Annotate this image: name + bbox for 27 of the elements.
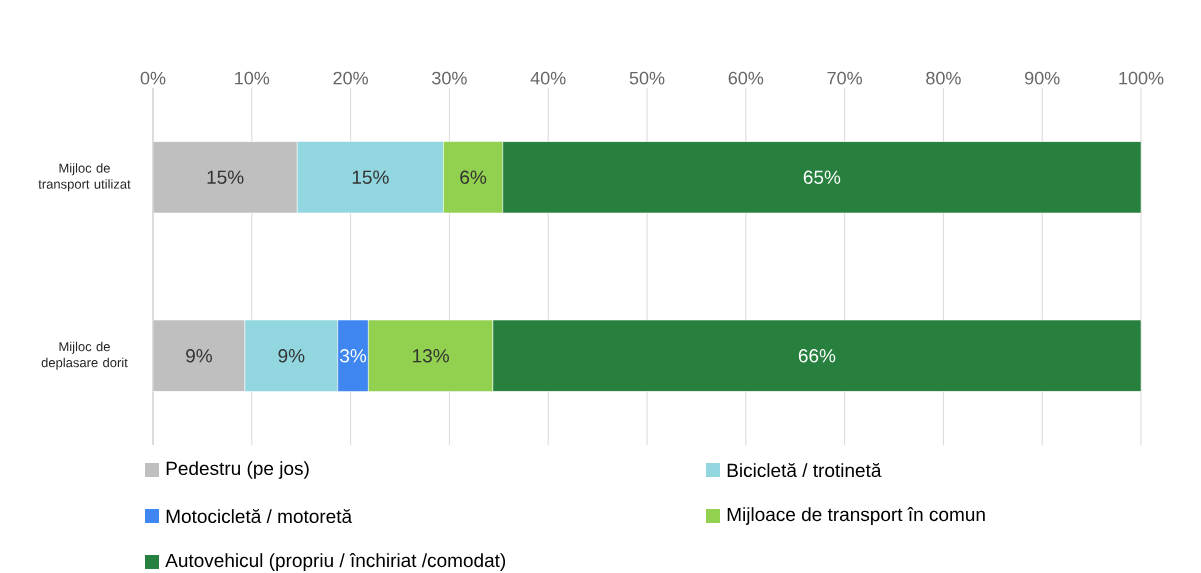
y-tick-label: Mijloc de transport utilizat — [38, 163, 131, 192]
data-label: 9% — [186, 349, 212, 363]
data-label: 13% — [413, 349, 449, 363]
x-tick-label: 30% — [432, 71, 467, 85]
x-tick-label: 40% — [530, 71, 566, 85]
legend-label: Mijloace de transport în comun — [727, 507, 985, 525]
legend-label: Autovehicul (propriu / închiriat /comodat) — [165, 553, 506, 571]
data-label: 3% — [340, 349, 367, 363]
legend-label: Bicicletă / trotinetă — [727, 462, 882, 478]
x-tick-label: 100% — [1119, 71, 1164, 85]
x-tick-label: 60% — [728, 71, 764, 85]
legend-label: Pedestru (pe jos) — [166, 461, 309, 479]
x-tick-label: 90% — [1025, 71, 1060, 85]
data-label: 66% — [798, 349, 836, 363]
data-label: 15% — [207, 170, 244, 184]
x-tick-label: 80% — [926, 71, 961, 85]
x-tick-label: 20% — [333, 71, 368, 85]
y-tick-label: Mijloc de deplasare dorit — [41, 341, 128, 370]
data-label: 65% — [803, 170, 841, 184]
data-label: 15% — [352, 170, 389, 184]
x-tick-label: 70% — [827, 71, 862, 85]
legend-label: Motocicletă / motoretă — [166, 508, 353, 524]
data-label: 6% — [460, 170, 487, 184]
x-tick-label: 0% — [140, 71, 166, 85]
x-tick-label: 50% — [629, 71, 665, 85]
x-tick-label: 10% — [235, 71, 270, 85]
data-label: 9% — [278, 349, 305, 363]
